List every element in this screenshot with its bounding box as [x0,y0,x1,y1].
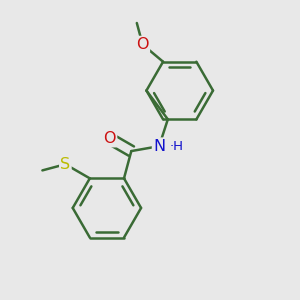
Text: O: O [136,37,149,52]
Text: N: N [153,139,165,154]
Text: ·H: ·H [169,140,183,153]
Text: O: O [103,131,116,146]
Text: S: S [60,157,70,172]
